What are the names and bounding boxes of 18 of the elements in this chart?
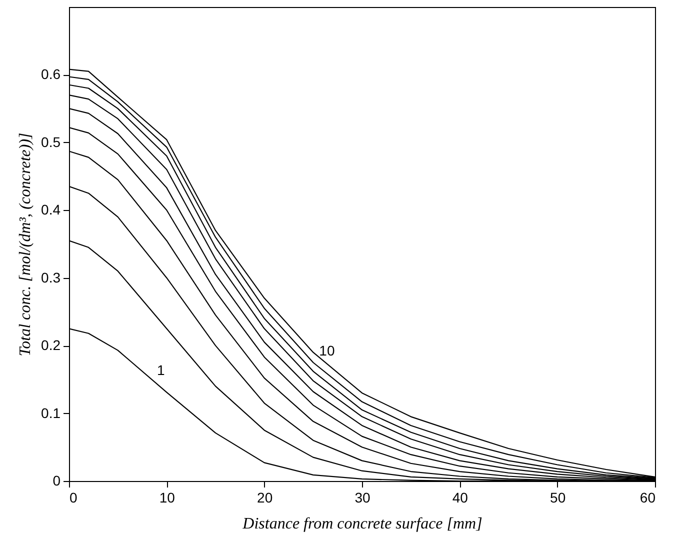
y-axis-title: Total conc. [mol/(dm³, (concrete))] [17,132,34,356]
annotation: 10 [319,342,335,359]
y-tick-label: 0.5 [41,134,61,150]
x-tick-label: 50 [550,490,566,506]
y-tick-label: 0.6 [41,66,61,82]
x-axis-title: Distance from concrete surface [mm] [242,516,482,532]
y-tick-label: 0 [52,472,61,488]
x-tick-label: 30 [354,490,370,506]
y-tick-label: 0.4 [41,202,61,218]
x-tick-label: 0 [70,490,78,506]
y-tick-label: 0.1 [41,404,61,421]
x-tick-label: 20 [257,490,273,506]
x-tick-label: 40 [452,490,468,506]
x-tick-label: 10 [159,490,176,506]
y-tick-label: 0.2 [41,337,61,354]
x-tick-label: 60 [640,490,656,506]
y-tick-label: 0.3 [41,269,61,286]
annotation: 1 [157,362,165,378]
